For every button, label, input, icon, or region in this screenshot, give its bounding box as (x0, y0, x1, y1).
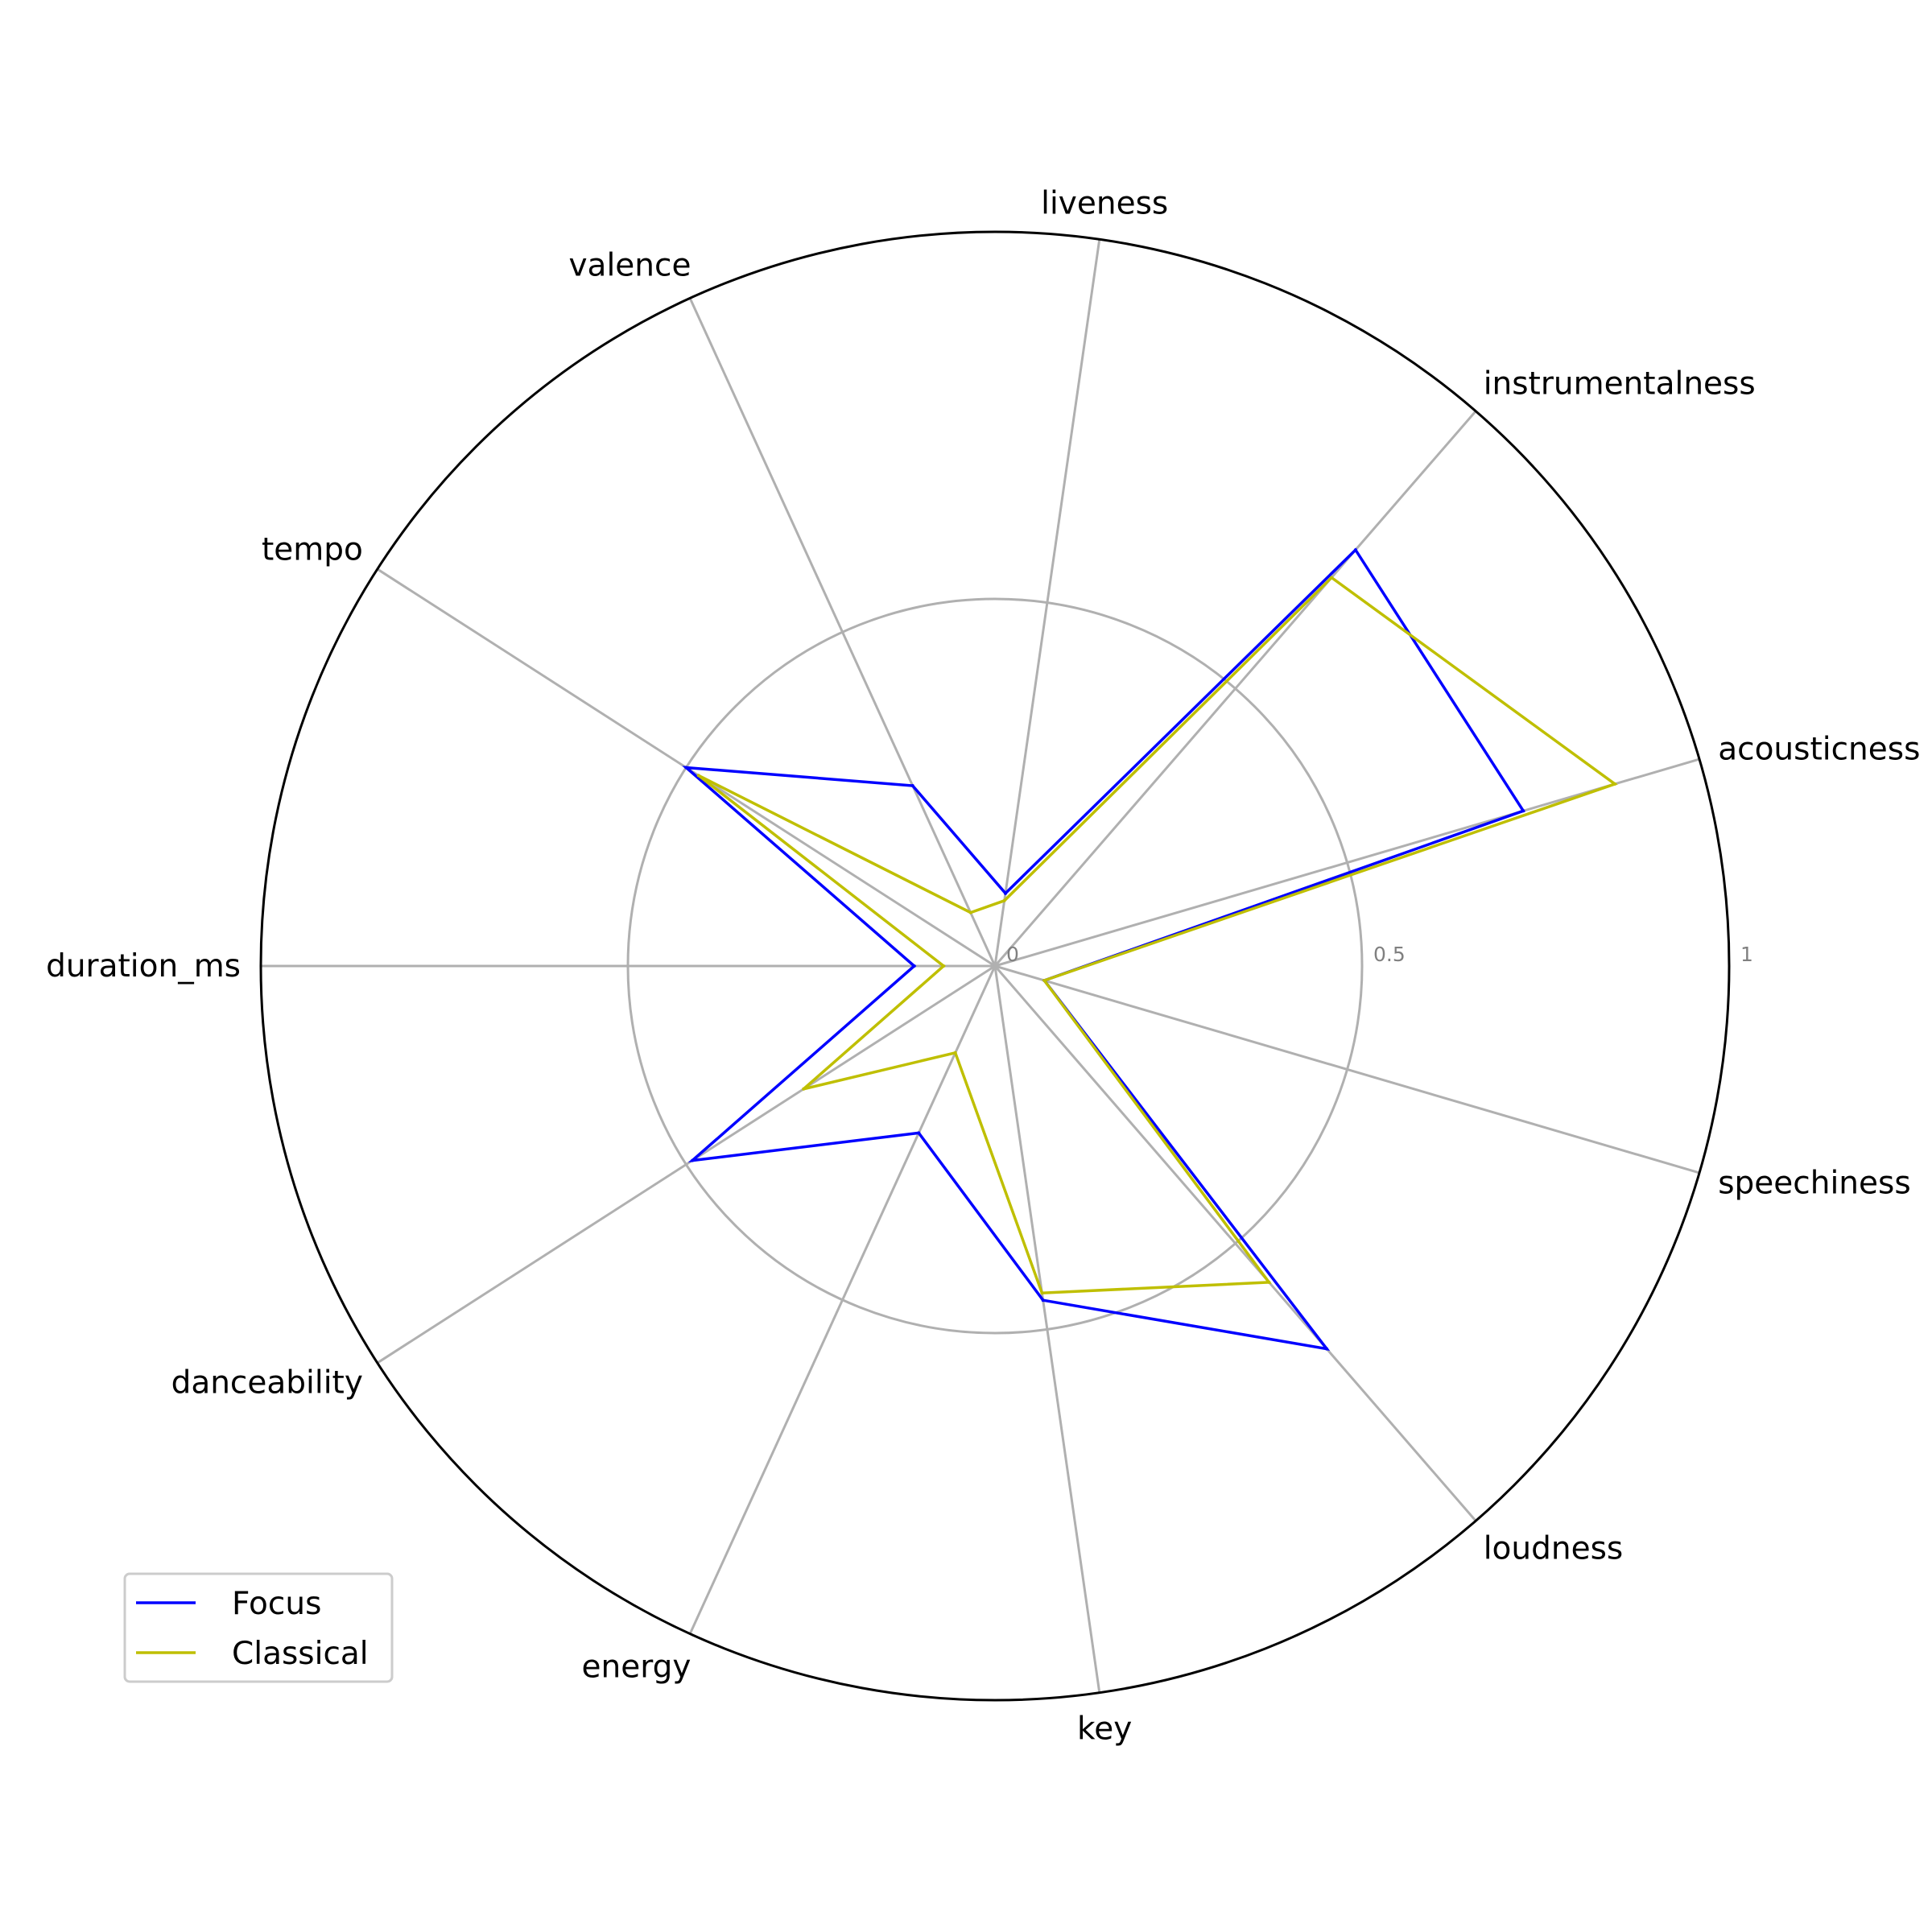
axis-label-loudness: loudness (1484, 1530, 1624, 1567)
spoke-instrumentalness (993, 410, 1477, 967)
point-focus-tempo (684, 766, 688, 770)
grid-layer (259, 230, 1731, 1702)
point-classical-key (1040, 1291, 1044, 1295)
axis-label-valence: valence (568, 247, 691, 283)
legend-label-focus: Focus (232, 1586, 321, 1622)
label-layer: 0 0.5 1 acousticness instrumentalness livenes… (46, 186, 1920, 1748)
point-classical-loudness (1267, 1280, 1271, 1284)
point-classical-instrumentalness (1330, 576, 1334, 580)
axis-label-tempo: tempo (262, 532, 363, 568)
axis-label-energy: energy (582, 1649, 691, 1686)
point-focus-acousticness (1521, 809, 1525, 813)
point-focus-danceability (691, 1158, 695, 1162)
legend: Focus Classical (123, 1572, 394, 1683)
spoke-valence (688, 297, 997, 967)
r-tick-label: 1 (1740, 943, 1753, 966)
r-tick-label: 0.5 (1373, 943, 1406, 966)
axis-label-key: key (1077, 1711, 1132, 1747)
point-classical-acousticness (1613, 782, 1617, 786)
axis-label-liveness: liveness (1041, 186, 1168, 222)
spoke-key (993, 965, 1101, 1693)
outer-circle (259, 230, 1731, 1702)
spoke-danceability (376, 964, 996, 1364)
point-focus-instrumentalness (1353, 548, 1357, 552)
legend-label-classical: Classical (232, 1636, 369, 1672)
spoke-speechiness (994, 964, 1700, 1174)
axis-label-acousticness: acousticness (1718, 731, 1920, 767)
point-classical-duration_ms (942, 964, 946, 968)
point-focus-loudness (1325, 1347, 1329, 1351)
point-focus-key (1041, 1298, 1045, 1302)
point-focus-duration_ms (912, 964, 916, 968)
spoke-energy (688, 965, 997, 1635)
spoke-loudness (993, 965, 1477, 1522)
point-classical-speechiness (1042, 979, 1046, 982)
point-focus-energy (917, 1131, 921, 1135)
series-layer (682, 547, 1618, 1352)
legend-frame (123, 1572, 394, 1683)
point-classical-valence (968, 910, 972, 914)
axis-label-speechiness: speechiness (1718, 1166, 1910, 1202)
axis-label-danceability: danceability (171, 1364, 363, 1401)
r-tick-label: 0 (1006, 943, 1019, 966)
point-classical-energy (953, 1051, 957, 1055)
spoke-acousticness (994, 758, 1700, 968)
point-classical-danceability (802, 1087, 806, 1091)
point-classical-liveness (1002, 898, 1006, 902)
series-line-classical (697, 576, 1618, 1295)
series-line-focus (682, 547, 1525, 1352)
point-focus-liveness (1004, 891, 1007, 895)
axis-label-duration_ms: duration_ms (46, 948, 241, 985)
spoke-liveness (993, 239, 1101, 967)
point-classical-tempo (696, 774, 700, 778)
point-focus-valence (910, 784, 914, 787)
axis-label-instrumentalness: instrumentalness (1484, 366, 1756, 402)
